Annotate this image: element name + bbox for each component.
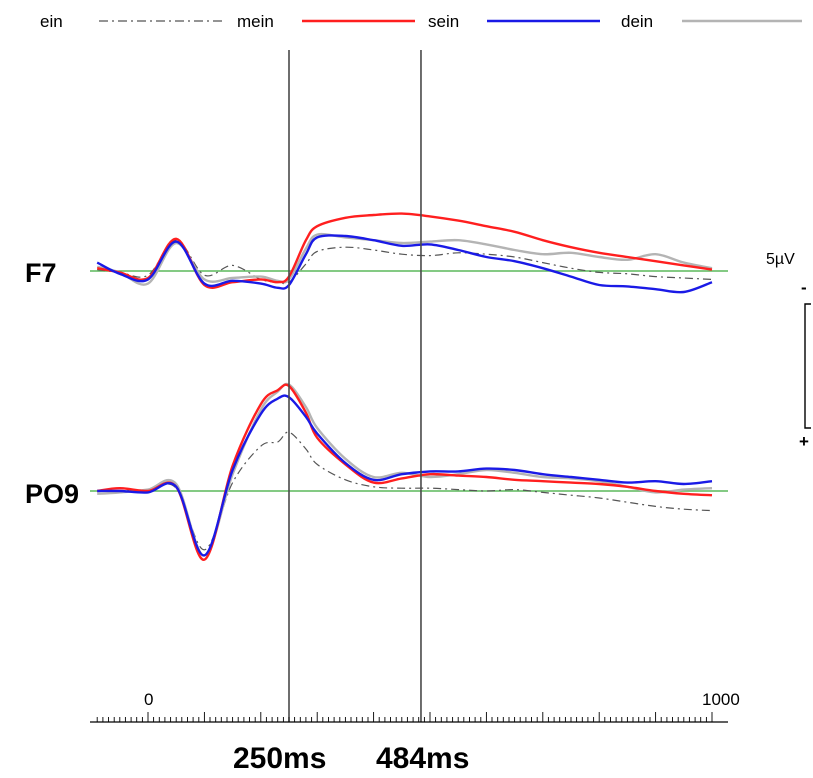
legend-label-dein: dein bbox=[621, 12, 653, 31]
panel-f7-waveforms bbox=[96, 212, 713, 294]
waveform-f7-mein bbox=[96, 212, 713, 289]
scale-label: 5µV bbox=[766, 251, 795, 268]
channel-label-f7: F7 bbox=[25, 258, 57, 288]
waveform-f7-sein bbox=[96, 234, 713, 294]
channel-label-po9: PO9 bbox=[25, 479, 79, 509]
waveform-po9-ein bbox=[97, 431, 713, 551]
legend: ein mein sein dein bbox=[40, 12, 802, 31]
legend-label-sein: sein bbox=[428, 12, 459, 31]
waveform-po9-mein bbox=[97, 383, 713, 561]
panel-po9-waveforms bbox=[97, 382, 713, 561]
amplitude-scale-bar: 5µV - + bbox=[766, 251, 811, 451]
scale-positive-sign: + bbox=[799, 432, 809, 451]
legend-label-mein: mein bbox=[237, 12, 274, 31]
waveform-po9-sein bbox=[97, 394, 713, 557]
legend-label-ein: ein bbox=[40, 12, 63, 31]
scale-negative-sign: - bbox=[801, 278, 807, 297]
waveform-f7-ein bbox=[97, 239, 713, 285]
marker-label-250ms: 250ms bbox=[233, 742, 326, 775]
time-axis bbox=[90, 712, 728, 723]
marker-label-484ms: 484ms bbox=[376, 742, 469, 775]
tick-label-1000: 1000 bbox=[702, 690, 740, 709]
scale-bracket bbox=[804, 303, 811, 429]
tick-label-0: 0 bbox=[144, 690, 153, 709]
